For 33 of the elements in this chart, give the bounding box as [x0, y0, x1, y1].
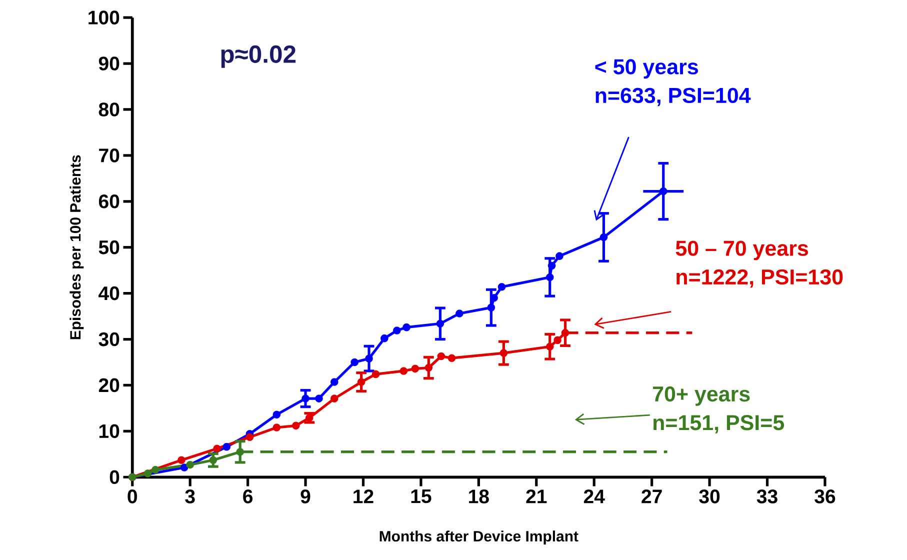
y-tick-label: 50 — [98, 240, 120, 254]
y-tick-label: 100 — [88, 10, 120, 24]
x-tick-label: 36 — [814, 489, 836, 504]
annotation: n=633, PSI=104 — [596, 88, 751, 106]
y-axis-title: Episodes per 100 Patients — [70, 154, 84, 339]
text: 50 – 70 years — [676, 240, 808, 260]
text: 70+ years — [653, 386, 750, 406]
annotation: p≈0.02 — [221, 45, 296, 68]
x-axis-title: Months after Device Implant — [380, 530, 578, 544]
y-tick-label: 90 — [98, 56, 120, 70]
x-tick-label: 3 — [185, 489, 195, 504]
text: < 50 years — [595, 58, 698, 78]
annotation: n=1222, PSI=130 — [676, 269, 843, 288]
x-tick-label: 33 — [756, 489, 778, 504]
y-tick-label: 10 — [99, 424, 120, 438]
y-tick-label: 70 — [99, 148, 120, 162]
x-tick-label: 30 — [699, 489, 720, 504]
x-tick-label: 18 — [469, 489, 489, 504]
x-tick-label: 6 — [243, 489, 253, 504]
y-tick-label: 0 — [110, 470, 120, 484]
x-tick-label: 12 — [354, 489, 374, 503]
y-tick-label: 20 — [98, 378, 120, 392]
x-tick-label: 15 — [411, 489, 432, 503]
x-tick-label: 0 — [128, 489, 137, 504]
y-tick-label: 60 — [98, 194, 120, 208]
annotation: n=151, PSI=5 — [653, 414, 784, 434]
x-tick-label: 27 — [642, 489, 662, 503]
y-tick-label: 40 — [98, 286, 120, 300]
y-tick-label: 80 — [98, 102, 120, 116]
x-tick-label: 21 — [526, 489, 547, 503]
y-tick-label: 30 — [98, 332, 120, 346]
x-tick-label: 9 — [300, 489, 310, 504]
x-tick-label: 24 — [584, 489, 605, 503]
